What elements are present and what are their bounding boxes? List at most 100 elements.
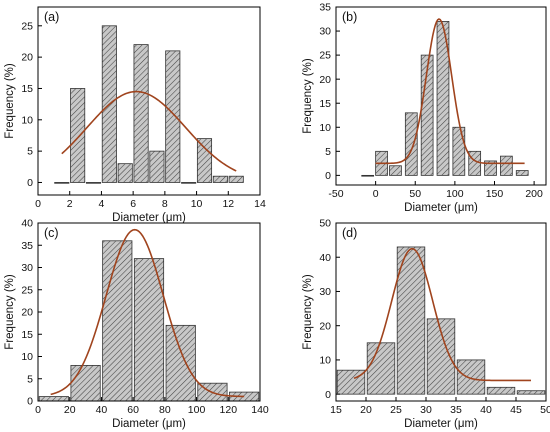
bar-b-8: [484, 160, 497, 176]
bar-a-11: [228, 175, 244, 183]
bar-a-4: [117, 163, 133, 183]
x-tick-label-a-5: 10: [191, 198, 203, 210]
bar-a-7: [165, 50, 181, 183]
bar-c-2: [102, 240, 133, 401]
y-tick-label-a-1: 5: [27, 146, 33, 158]
x-tick-label-d-2: 25: [390, 404, 402, 416]
x-tick-label-b-4: 150: [486, 188, 504, 200]
y-tick-label-c-4: 20: [21, 307, 33, 319]
x-tick-label-b-2: 50: [409, 188, 421, 200]
panel-label-d: (d): [342, 226, 357, 240]
plot-frame-b: [335, 6, 547, 186]
plot-frame-a: [37, 6, 261, 196]
x-axis-label-a: Diameter (μm): [112, 212, 186, 224]
fit-curve-a: [61, 90, 237, 172]
y-tick-label-c-2: 10: [21, 351, 33, 363]
chart-panel-c: 0 20 40 60 80 100 120 140 0 5 10 15 20 25 30 35 40 Diamet…: [4, 218, 269, 430]
bar-a-6: [149, 150, 165, 183]
y-tick-label-c-1: 5: [27, 373, 33, 385]
y-tick-label-a-5: 25: [21, 20, 33, 32]
bar-b-10: [515, 170, 529, 176]
bar-b-7: [468, 150, 482, 176]
bar-b-0: [361, 174, 375, 177]
x-tick-label-c-4: 80: [159, 404, 171, 416]
y-tick-label-c-3: 15: [21, 329, 33, 341]
y-axis-label-c: Frequency (%): [4, 274, 16, 350]
x-tick-label-c-6: 120: [220, 404, 238, 416]
bar-a-5: [133, 44, 149, 183]
x-tick-label-a-3: 6: [130, 198, 136, 210]
fit-curve-d: [353, 247, 531, 382]
x-tick-label-c-3: 60: [127, 404, 139, 416]
y-tick-label-b-1: 5: [325, 146, 331, 158]
y-tick-label-d-0: 0: [325, 389, 331, 401]
bar-d-1: [366, 342, 396, 395]
y-axis-label-d: Frequency (%): [302, 274, 314, 350]
y-tick-label-c-6: 30: [21, 262, 33, 274]
y-tick-label-b-7: 35: [319, 2, 331, 14]
x-tick-label-d-3: 30: [420, 404, 432, 416]
x-tick-label-c-1: 20: [64, 404, 76, 416]
x-tick-label-b-0: -50: [328, 188, 343, 200]
bar-a-0: [54, 182, 70, 184]
bar-d-0: [336, 369, 366, 395]
bars-d: [336, 246, 546, 395]
y-tick-label-a-2: 10: [21, 114, 33, 126]
y-tick-label-c-8: 40: [21, 218, 33, 230]
x-tick-label-c-2: 40: [96, 404, 108, 416]
chart-panel-b: -50 0 50 100 150 200 0 5 10 15 20 25 30 35 Diameter (μ…: [302, 2, 547, 214]
y-tick-label-a-4: 20: [21, 52, 33, 64]
x-tick-label-a-4: 8: [162, 198, 168, 210]
chart-panel-a: 0 2 4 6 8 10 12 14 0 5 10 15 20 25 Diameter (μm) Freque…: [4, 6, 266, 224]
bar-b-3: [404, 112, 418, 176]
y-tick-label-d-4: 40: [319, 252, 331, 264]
bar-c-4: [165, 324, 196, 401]
fit-curve-c: [50, 228, 245, 398]
x-tick-label-a-7: 14: [254, 198, 266, 210]
y-tick-label-c-7: 35: [21, 240, 33, 252]
bar-a-10: [212, 175, 228, 183]
chart-panel-d: 15 20 25 30 35 40 45 50 0 10 20 30 40 50 Diameter (μm)…: [302, 218, 550, 430]
y-tick-label-b-4: 20: [319, 74, 331, 86]
x-tick-label-d-0: 15: [330, 404, 342, 416]
x-tick-label-d-6: 45: [510, 404, 522, 416]
x-tick-label-a-2: 4: [99, 198, 105, 210]
x-tick-label-d-5: 40: [480, 404, 492, 416]
x-tick-label-a-1: 2: [67, 198, 73, 210]
x-axis-label-c: Diameter (μm): [112, 418, 186, 430]
y-tick-label-b-0: 0: [325, 170, 331, 182]
bar-b-4: [420, 54, 434, 176]
y-tick-label-d-5: 50: [319, 218, 331, 230]
x-tick-label-a-6: 12: [222, 198, 234, 210]
bar-a-1: [70, 88, 86, 183]
x-tick-label-b-1: 0: [373, 188, 379, 200]
y-tick-label-b-2: 10: [319, 122, 331, 134]
y-tick-label-c-5: 25: [21, 284, 33, 296]
plot-frame-d: [335, 222, 547, 402]
x-tick-label-d-1: 20: [360, 404, 372, 416]
y-tick-label-a-3: 15: [21, 83, 33, 95]
bar-b-5: [436, 21, 450, 176]
y-tick-label-b-3: 15: [319, 98, 331, 110]
x-tick-label-a-0: 0: [35, 198, 41, 210]
y-tick-label-c-0: 0: [27, 396, 33, 408]
bar-b-6: [452, 126, 466, 176]
x-tick-label-b-3: 100: [446, 188, 464, 200]
bar-c-0: [38, 396, 69, 401]
bars-b: [361, 21, 529, 177]
bar-a-2: [85, 182, 102, 184]
bar-a-9: [196, 138, 213, 183]
panel-label-b: (b): [342, 10, 357, 24]
bar-d-2: [396, 246, 426, 395]
bar-a-8: [181, 182, 197, 184]
bar-b-2: [389, 165, 402, 176]
bars-c: [38, 240, 260, 401]
x-axis-label-b: Diameter (μm): [404, 202, 478, 214]
y-tick-label-b-6: 30: [319, 26, 331, 38]
bar-d-5: [486, 386, 516, 395]
bar-d-6: [516, 390, 546, 395]
y-tick-label-d-3: 30: [319, 286, 331, 298]
panel-label-a: (a): [44, 10, 59, 24]
bars-a: [54, 25, 244, 184]
